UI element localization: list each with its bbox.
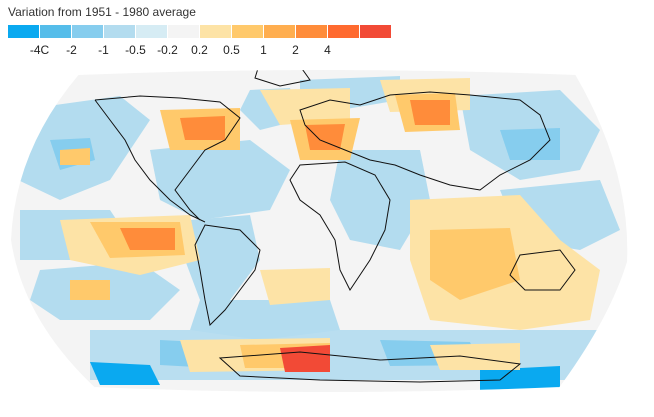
globe-outline — [8, 68, 630, 394]
legend-label: 2 — [292, 43, 299, 57]
legend-label: 0.5 — [223, 43, 240, 57]
legend-swatch — [360, 25, 391, 38]
legend-swatch — [232, 25, 263, 38]
hottest-areas — [280, 345, 330, 372]
legend-swatch — [168, 25, 199, 38]
legend-swatch — [264, 25, 295, 38]
legend-label: -4C — [29, 43, 50, 57]
legend-label: -0.5 — [125, 43, 146, 57]
legend-label: -2 — [66, 43, 77, 57]
legend-swatch — [72, 25, 103, 38]
legend-swatch — [104, 25, 135, 38]
coastlines — [94, 69, 576, 383]
legend-swatch — [328, 25, 359, 38]
legend-swatch — [40, 25, 71, 38]
legend-swatch — [136, 25, 167, 38]
anomaly-field — [10, 69, 629, 393]
legend-label: 0.2 — [191, 43, 208, 57]
legend-title: Variation from 1951 - 1980 average — [8, 5, 196, 19]
legend-label: 4 — [324, 43, 331, 57]
legend-label: -1 — [98, 43, 109, 57]
legend-swatch — [296, 25, 327, 38]
legend-label: -0.2 — [157, 43, 178, 57]
legend-swatch — [200, 25, 231, 38]
legend-swatch — [8, 25, 39, 38]
hot-areas — [120, 100, 450, 250]
coldest-areas — [90, 362, 560, 390]
legend-color-bar — [8, 25, 392, 38]
legend-label: 1 — [260, 43, 267, 57]
legend-tick-labels: -4C -2 -1 -0.5 -0.2 0.2 0.5 1 2 4 — [8, 43, 368, 59]
